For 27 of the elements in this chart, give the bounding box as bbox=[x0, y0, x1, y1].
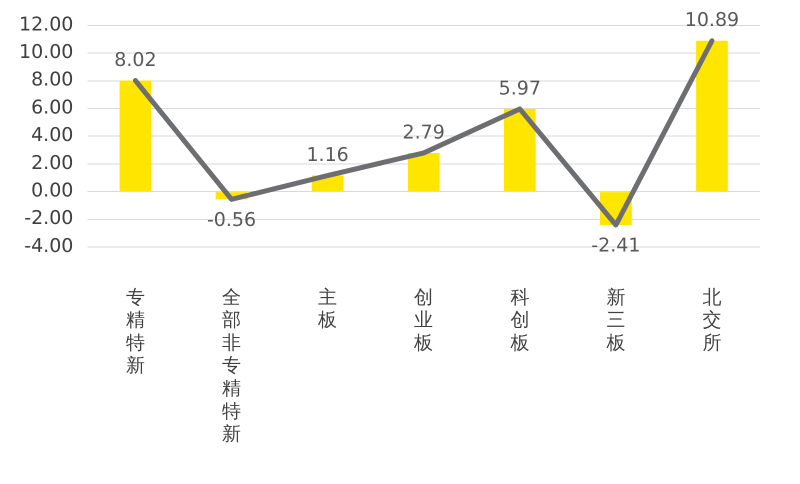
data-label: 1.16 bbox=[306, 144, 349, 166]
y-tick-label: 8.00 bbox=[31, 68, 74, 91]
y-tick-label: 6.00 bbox=[31, 96, 74, 118]
x-tick-label: 专精特新 bbox=[126, 286, 145, 377]
bar bbox=[120, 80, 152, 192]
y-tick-label: -4.00 bbox=[24, 234, 74, 257]
x-tick-label: 全部非专精特新 bbox=[222, 286, 242, 446]
y-tick-label: 10.00 bbox=[18, 41, 74, 64]
x-tick-label: 新三板 bbox=[605, 286, 626, 354]
y-tick-label: 4.00 bbox=[31, 124, 74, 146]
bar bbox=[504, 108, 536, 192]
y-tick-label: 12.00 bbox=[18, 13, 74, 36]
x-tick-label: 北交所 bbox=[702, 286, 722, 354]
y-tick-label: -2.00 bbox=[24, 207, 74, 230]
y-tick-label: 0.00 bbox=[31, 180, 74, 202]
data-label: 10.89 bbox=[684, 9, 740, 32]
y-tick-label: 2.00 bbox=[31, 152, 74, 174]
bar bbox=[696, 40, 728, 192]
data-label: 2.79 bbox=[402, 121, 445, 144]
x-tick-label: 主板 bbox=[317, 286, 338, 332]
x-tick-label: 创业板 bbox=[413, 286, 434, 354]
x-tick-label: 科创板 bbox=[509, 286, 530, 354]
data-label: 8.02 bbox=[114, 48, 157, 71]
data-label: -2.41 bbox=[591, 234, 640, 256]
bar bbox=[408, 152, 440, 192]
data-label: 5.97 bbox=[498, 77, 541, 100]
data-label: -0.56 bbox=[206, 208, 256, 231]
